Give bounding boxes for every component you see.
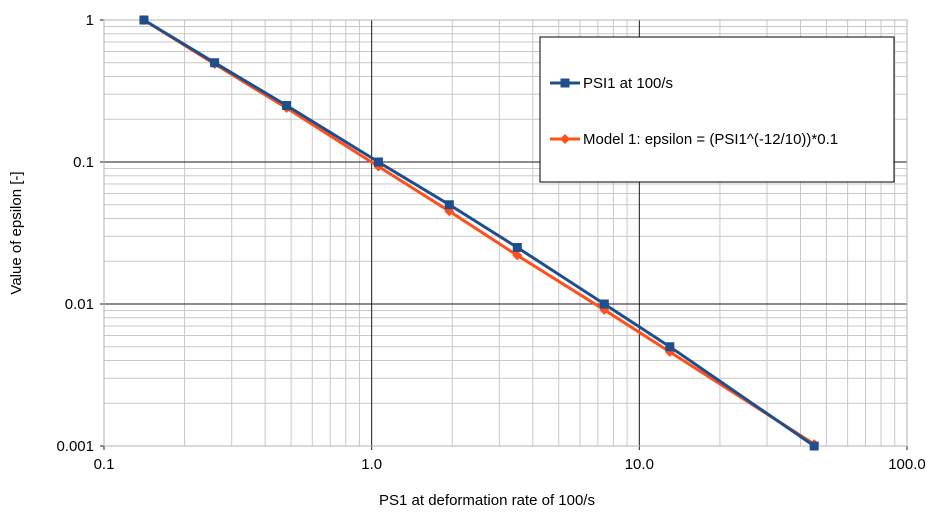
series-2-point <box>512 250 523 261</box>
legend-label: PSI1 at 100/s <box>583 75 673 92</box>
x-tick-label: 1.0 <box>361 456 382 473</box>
y-axis-title: Value of epsilon [-] <box>8 171 25 294</box>
series-1-point <box>373 157 383 167</box>
y-tick-label: 1 <box>86 12 94 29</box>
legend: PSI1 at 100/s Model 1: epsilon = (PSI1^(-… <box>539 36 895 183</box>
series-1-point <box>512 242 522 252</box>
series-1-point <box>210 58 220 68</box>
series-1-point <box>809 441 819 451</box>
x-axis-title: PS1 at deformation rate of 100/s <box>379 492 595 509</box>
x-tick-label: 100.0 <box>888 456 926 473</box>
x-tick-label: 10.0 <box>625 456 654 473</box>
y-tick-label: 0.001 <box>56 438 94 455</box>
series-1-point <box>282 100 292 110</box>
y-tick-label: 0.1 <box>73 154 94 171</box>
series-1 <box>139 15 819 451</box>
series-1-point <box>444 200 454 210</box>
series-1-point <box>665 342 675 352</box>
legend-box <box>539 36 895 183</box>
legend-label: Model 1: epsilon = (PSI1^(-12/10))*0.1 <box>583 131 838 148</box>
x-tick-labels: 0.1 1.0 10.0 100.0 <box>94 456 926 473</box>
legend-swatch-marker <box>560 78 570 88</box>
y-tick-label: 0.01 <box>65 296 94 313</box>
plot-area-frame <box>103 19 908 447</box>
legend-swatch-marker <box>560 134 570 144</box>
x-tick-label: 0.1 <box>94 456 115 473</box>
y-tick-labels: 0.001 0.01 0.1 1 <box>56 12 94 455</box>
series-1-point <box>139 15 149 25</box>
series-layer <box>138 15 820 451</box>
series-1-point <box>599 299 609 309</box>
